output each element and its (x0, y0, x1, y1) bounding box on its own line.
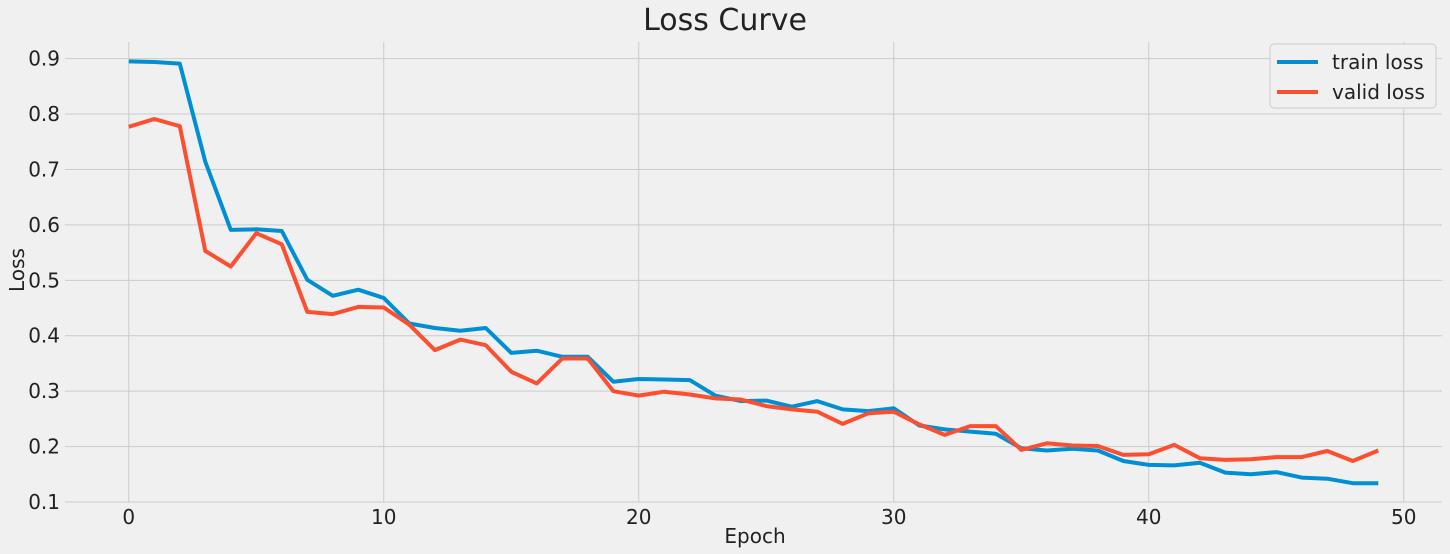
x-tick-label: 10 (371, 505, 396, 529)
x-axis-label: Epoch (724, 524, 785, 548)
y-tick-label: 0.8 (28, 102, 60, 126)
series-lines (128, 59, 1380, 486)
y-tick-label: 0.2 (28, 435, 60, 459)
y-tick-label: 0.9 (28, 47, 60, 71)
chart-title: Loss Curve (643, 3, 807, 38)
axis-ticks: 0 10 20 30 40 50 0.1 0.2 0.3 0.4 0.5 0.6 0.7 0.8 0.9 (28, 47, 1416, 529)
y-tick-label: 0.1 (28, 490, 60, 514)
grid (65, 42, 1442, 503)
x-tick-label: 40 (1136, 505, 1161, 529)
x-tick-label: 50 (1391, 505, 1416, 529)
y-axis-label: Loss (5, 248, 29, 292)
x-tick-label: 0 (122, 505, 135, 529)
x-tick-label: 20 (626, 505, 651, 529)
legend-label: valid loss (1332, 80, 1425, 104)
legend: train loss valid loss (1269, 43, 1437, 109)
legend-label: train loss (1332, 50, 1424, 74)
y-tick-label: 0.7 (28, 157, 60, 181)
y-tick-label: 0.3 (28, 379, 60, 403)
y-tick-label: 0.5 (28, 268, 60, 292)
valid-loss-line (128, 117, 1380, 463)
y-tick-label: 0.6 (28, 213, 60, 237)
x-tick-label: 30 (881, 505, 906, 529)
train-loss-line (128, 59, 1379, 486)
y-tick-label: 0.4 (28, 324, 60, 348)
